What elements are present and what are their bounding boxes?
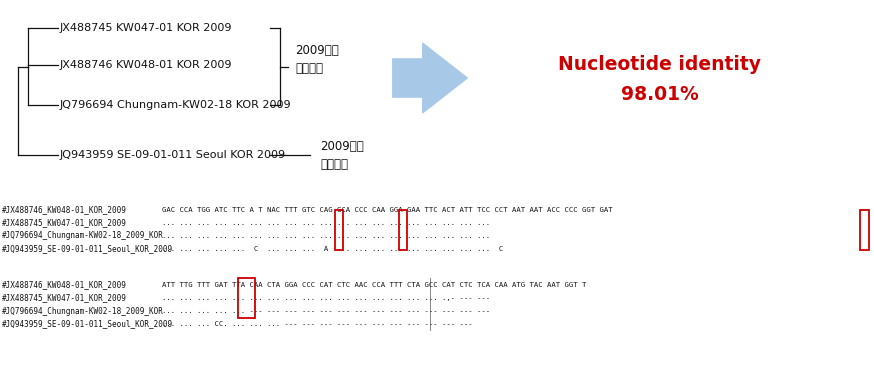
Text: Nucleotide identity: Nucleotide identity bbox=[558, 56, 761, 74]
Bar bbox=[238, 278, 255, 318]
Text: #JX488746_KW048-01_KOR_2009: #JX488746_KW048-01_KOR_2009 bbox=[2, 281, 127, 290]
Text: JX488746 KW048-01 KOR 2009: JX488746 KW048-01 KOR 2009 bbox=[60, 60, 232, 70]
Text: ... ... ... ... ...  C  ... ... ...  A  ... ... ... ... ... ... ... ... ...  C: ... ... ... ... ... C ... ... ... A ... … bbox=[162, 246, 503, 252]
Text: ... ... ... ... ... ... ... ... ... ... ... ... ... ... ... ... .,- --- ---: ... ... ... ... ... ... ... ... ... ... … bbox=[162, 295, 490, 301]
Bar bbox=[335, 210, 343, 250]
Bar bbox=[399, 210, 407, 250]
Text: 2009년도
임상시료: 2009년도 임상시료 bbox=[320, 139, 364, 171]
Text: ATT TTG TTT GAT TTA CAA CTA GGA CCC CAT CTC AAC CCA TTT CTA GCC CAT CTC TCA CAA : ATT TTG TTT GAT TTA CAA CTA GGA CCC CAT … bbox=[162, 282, 586, 288]
Text: ... ... ... ... ... ... ... ... ... ... ... ... ... ... ... ... ... ... ...: ... ... ... ... ... ... ... ... ... ... … bbox=[162, 220, 490, 226]
Text: #JQ943959_SE-09-01-011_Seoul_KOR_2009: #JQ943959_SE-09-01-011_Seoul_KOR_2009 bbox=[2, 244, 173, 254]
Text: #JQ796694_Chungnam-KW02-18_2009_KOR: #JQ796694_Chungnam-KW02-18_2009_KOR bbox=[2, 232, 164, 240]
Text: #JQ796694_Chungnam-KW02-18_2009_KOR: #JQ796694_Chungnam-KW02-18_2009_KOR bbox=[2, 306, 164, 315]
Text: #JX488745_KW047-01_KOR_2009: #JX488745_KW047-01_KOR_2009 bbox=[2, 293, 127, 303]
Text: 98.01%: 98.01% bbox=[621, 86, 699, 105]
Bar bbox=[860, 210, 869, 250]
Text: #JQ943959_SE-09-01-011_Seoul_KOR_2009: #JQ943959_SE-09-01-011_Seoul_KOR_2009 bbox=[2, 320, 173, 328]
FancyArrowPatch shape bbox=[392, 43, 468, 113]
Text: JQ796694 Chungnam-KW02-18 KOR 2009: JQ796694 Chungnam-KW02-18 KOR 2009 bbox=[60, 100, 292, 110]
Text: GAC CCA TGG ATC TTC A T NAC TTT GTC CAG GCA CCC CAA GGA GAA TTC ACT ATT TCC CCT : GAC CCA TGG ATC TTC A T NAC TTT GTC CAG … bbox=[162, 207, 613, 213]
Text: ... ... ... ... ... ... ... ... ... ... ... ... ... ... ... ... ... ... ...: ... ... ... ... ... ... ... ... ... ... … bbox=[162, 233, 490, 239]
Text: #JX488745_KW047-01_KOR_2009: #JX488745_KW047-01_KOR_2009 bbox=[2, 218, 127, 227]
Text: ... ... ... CC. ... ... ... --- --- --- --- --- --- --- --- --- --- ---: ... ... ... CC. ... ... ... --- --- --- … bbox=[162, 321, 473, 327]
Text: JQ943959 SE-09-01-011 Seoul KOR 2009: JQ943959 SE-09-01-011 Seoul KOR 2009 bbox=[60, 150, 286, 160]
Text: JX488745 KW047-01 KOR 2009: JX488745 KW047-01 KOR 2009 bbox=[60, 23, 232, 33]
Text: ... ... ... ... ... --- --- --- --- --- --- --- --- --- --- --- --- --- ---: ... ... ... ... ... --- --- --- --- --- … bbox=[162, 308, 490, 314]
Text: #JX488746_KW048-01_KOR_2009: #JX488746_KW048-01_KOR_2009 bbox=[2, 205, 127, 215]
Text: 2009년도
환경시료: 2009년도 환경시료 bbox=[295, 44, 339, 76]
